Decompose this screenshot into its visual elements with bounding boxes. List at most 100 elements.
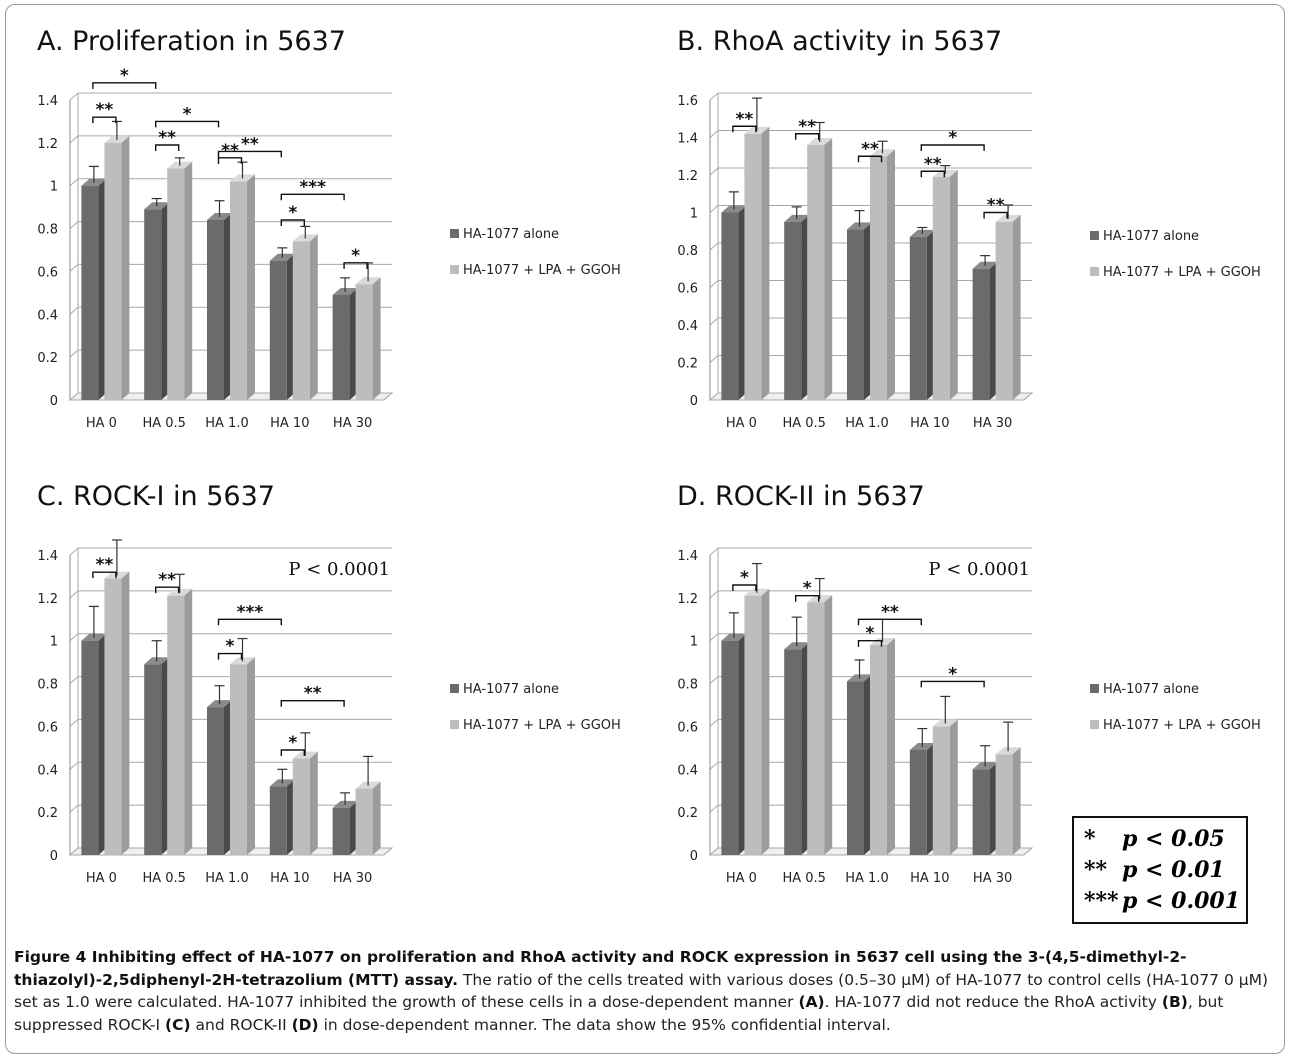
- gridline-depth: [709, 92, 719, 101]
- significance-label: **: [96, 100, 114, 120]
- legend-swatch: [1090, 684, 1099, 693]
- significance-label: *: [288, 203, 297, 223]
- gridline-depth: [69, 221, 79, 229]
- significance-label: **: [158, 570, 176, 590]
- significance-label: *: [948, 664, 957, 684]
- significance-label: **: [924, 154, 942, 174]
- key-text: p < 0.001: [1122, 888, 1241, 914]
- chart-title: C. ROCK-I in 5637: [37, 481, 275, 512]
- bar: [807, 602, 825, 855]
- significance-bracket: [217, 157, 243, 164]
- y-tick-label: 0.4: [677, 763, 698, 778]
- significance-bracket: [343, 262, 368, 269]
- bar: [807, 145, 825, 400]
- caption-ref-c: (C): [165, 1015, 191, 1034]
- x-tick-label: HA 0.5: [782, 871, 825, 886]
- significance-bracket: [795, 133, 820, 140]
- gridline-depth: [709, 130, 719, 138]
- significance-bracket: [280, 193, 345, 201]
- legend-swatch: [1090, 267, 1099, 276]
- gridline-depth: [709, 547, 719, 556]
- y-tick-label: 0.2: [37, 806, 58, 821]
- gridline-depth: [69, 547, 79, 556]
- bar: [269, 260, 287, 400]
- gridline-depth: [709, 633, 719, 642]
- bar: [207, 220, 224, 400]
- x-tick-label: HA 10: [270, 416, 309, 431]
- significance-bracket: [920, 170, 945, 178]
- bar: [721, 640, 739, 855]
- significance-bracket: [92, 571, 117, 579]
- chart-annotation: P < 0.0001: [928, 559, 1030, 580]
- x-tick-label: HA 0: [726, 871, 757, 886]
- bar-side: [824, 138, 833, 400]
- bar: [721, 212, 739, 400]
- gridline-depth: [709, 167, 719, 176]
- significance-bracket: [217, 652, 243, 660]
- bar-side: [372, 781, 381, 855]
- bar: [167, 595, 185, 855]
- significance-bracket: [983, 211, 1008, 219]
- bar-side: [309, 234, 318, 400]
- bar: [932, 176, 950, 400]
- gridline-depth: [69, 633, 79, 642]
- y-tick-label: 0: [50, 849, 58, 864]
- bar: [870, 156, 887, 400]
- gridline-depth: [709, 676, 719, 684]
- caption-text: in dose-dependent manner. The data show …: [318, 1015, 891, 1034]
- caption-ref-d: (D): [291, 1015, 319, 1034]
- x-tick-label: HA 0.5: [142, 871, 185, 886]
- bar: [230, 664, 247, 855]
- gridline-depth: [69, 92, 79, 101]
- significance-label: *: [226, 637, 235, 657]
- bar-side: [887, 638, 895, 855]
- significance-bracket: [92, 82, 157, 89]
- x-tick-label: HA 30: [973, 416, 1012, 431]
- x-tick-label: HA 1.0: [845, 871, 888, 886]
- chart-title: B. RhoA activity in 5637: [677, 26, 1002, 57]
- bar: [292, 241, 310, 400]
- significance-label: *: [183, 104, 192, 124]
- bar: [81, 640, 99, 855]
- y-tick-label: 0.8: [677, 244, 698, 259]
- significance-bracket: [280, 700, 345, 707]
- gridline-depth: [69, 761, 79, 770]
- bar: [909, 236, 927, 400]
- legend-label: HA-1077 alone: [463, 682, 559, 697]
- x-tick-label: HA 0: [86, 416, 117, 431]
- legend-swatch: [450, 684, 459, 693]
- key-text: p < 0.05: [1122, 826, 1225, 852]
- bar-side: [121, 571, 130, 855]
- legend-swatch: [450, 229, 459, 238]
- bar: [847, 681, 864, 855]
- y-tick-label: 0.8: [37, 223, 58, 238]
- bar-side: [184, 588, 193, 855]
- bar-side: [247, 657, 255, 855]
- chart-panel-a: A. Proliferation in 5637 0 0.2 0.4 0.6 0.8 1 1.…: [0, 0, 640, 450]
- x-tick-label: HA 10: [270, 871, 309, 886]
- y-tick-label: 1.2: [37, 137, 58, 152]
- caption-ref-b: (B): [1161, 993, 1188, 1011]
- significance-label: *: [351, 246, 360, 266]
- legend-label: HA-1077 + LPA + GGOH: [463, 263, 621, 278]
- key-text: p < 0.01: [1122, 857, 1225, 883]
- significance-label: **: [304, 684, 322, 704]
- y-tick-label: 0.6: [37, 265, 58, 280]
- bar: [230, 181, 247, 400]
- significance-bracket: [732, 125, 757, 133]
- bar-side: [949, 719, 958, 855]
- y-tick-label: 1.2: [37, 592, 58, 607]
- bar-side: [121, 135, 130, 400]
- bar: [269, 786, 287, 855]
- caption-text: . HA-1077 did not reduce the RhoA activi…: [824, 993, 1162, 1011]
- significance-label: *: [740, 568, 749, 588]
- legend-label: HA-1077 + LPA + GGOH: [463, 718, 621, 733]
- legend-swatch: [450, 720, 459, 729]
- significance-bracket: [920, 680, 985, 688]
- bar: [909, 750, 927, 855]
- bar-side: [1012, 747, 1021, 855]
- y-tick-label: 1: [50, 180, 58, 195]
- x-tick-label: HA 30: [973, 871, 1012, 886]
- significance-label: **: [158, 128, 176, 148]
- bar: [104, 142, 122, 400]
